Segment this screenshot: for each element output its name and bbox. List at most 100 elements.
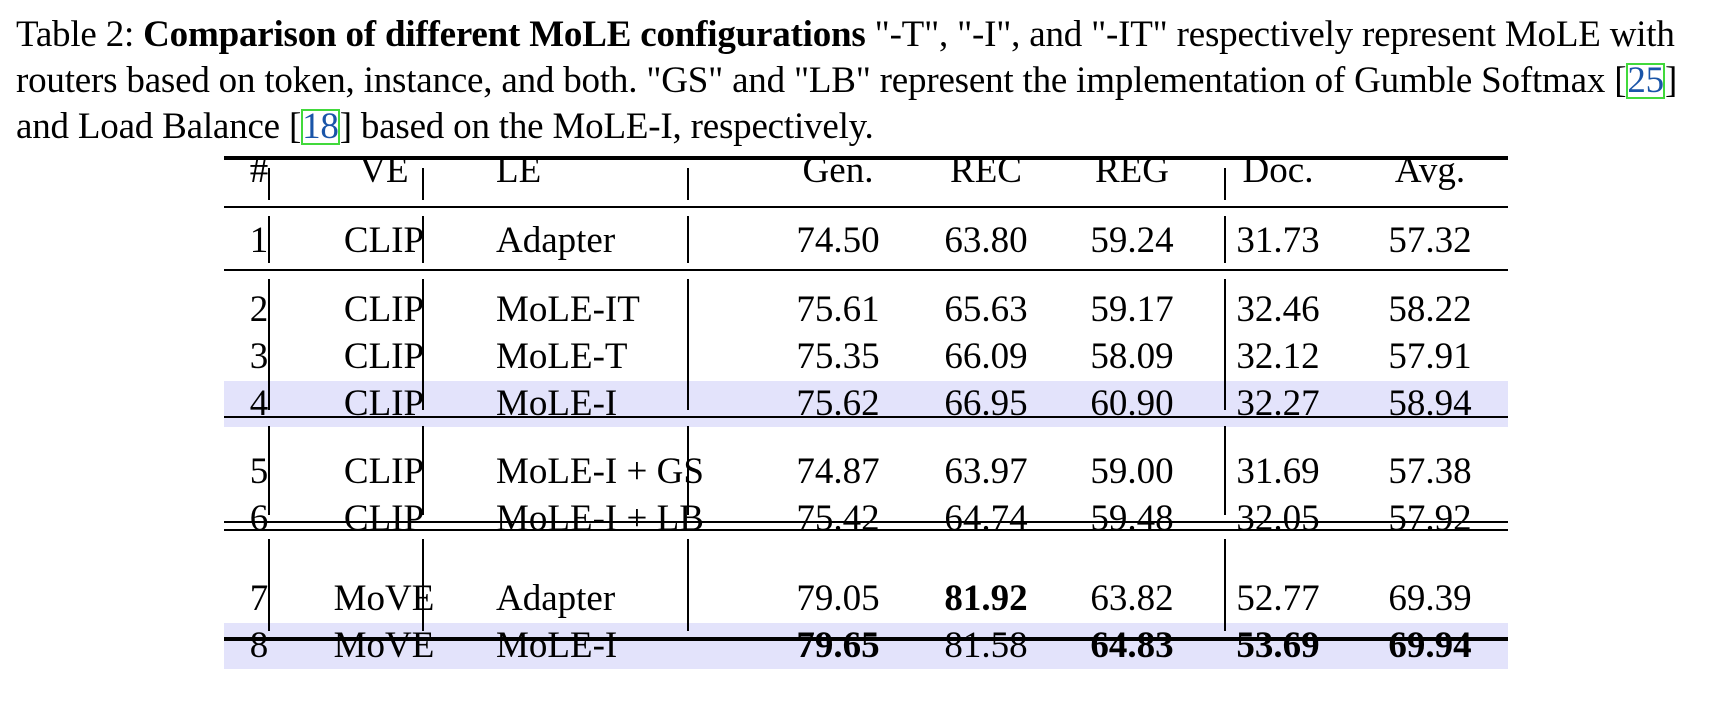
column-divider <box>687 426 689 515</box>
table-cell-reg: 63.82 <box>1090 578 1174 619</box>
table-rule <box>224 637 1508 641</box>
table-cell-doc: 52.77 <box>1236 578 1320 619</box>
column-divider <box>687 168 689 200</box>
table-cell-avg: 58.22 <box>1388 289 1472 330</box>
table-cell-rec: 66.09 <box>944 336 1028 377</box>
table-cell-doc: 32.05 <box>1236 498 1320 539</box>
column-header: VE <box>359 150 409 191</box>
table-cell-ve: CLIP <box>343 289 425 330</box>
table-cell-gen: 74.87 <box>796 451 880 492</box>
table-cell-ve: CLIP <box>343 498 425 539</box>
column-divider <box>1224 216 1226 263</box>
citation-link[interactable]: 18 <box>301 106 340 147</box>
table-cell-ve: CLIP <box>343 220 425 261</box>
column-divider <box>422 168 424 200</box>
table-cell-rec: 81.92 <box>944 578 1028 619</box>
caption-title: Comparison of different MoLE configurati… <box>143 14 866 55</box>
citation-link[interactable]: 25 <box>1626 60 1665 101</box>
table-cell-doc: 32.27 <box>1236 383 1320 424</box>
column-header: REG <box>1095 150 1169 191</box>
table-cell-reg: 58.09 <box>1090 336 1174 377</box>
table-cell-id: 6 <box>249 498 269 539</box>
caption-label: Table 2: <box>16 14 144 55</box>
table-cell-gen: 75.42 <box>796 498 880 539</box>
table-cell-doc: 53.69 <box>1236 625 1320 666</box>
column-header: REC <box>950 150 1022 191</box>
table-cell-avg: 69.94 <box>1388 625 1472 666</box>
table-cell-gen: 79.05 <box>796 578 880 619</box>
table-cell-gen: 79.65 <box>796 625 880 666</box>
table-cell-gen: 75.61 <box>796 289 880 330</box>
table-cell-gen: 74.50 <box>796 220 880 261</box>
table-cell-ve: MoVE <box>333 578 435 619</box>
table-rule <box>224 521 1508 523</box>
column-divider <box>1224 539 1226 631</box>
table-cell-le: MoLE-I <box>496 625 618 666</box>
table-cell-reg: 64.83 <box>1090 625 1174 666</box>
caption-text: ] based on the MoLE-I, respectively. <box>339 106 874 147</box>
table-cell-le: MoLE-I + GS <box>496 451 704 492</box>
table-cell-ve: MoVE <box>333 625 435 666</box>
table-cell-rec: 63.97 <box>944 451 1028 492</box>
table-cell-le: MoLE-I + LB <box>496 498 704 539</box>
table-cell-ve: CLIP <box>343 451 425 492</box>
table-cell-id: 5 <box>249 451 269 492</box>
column-divider <box>268 216 270 263</box>
table-cell-avg: 58.94 <box>1388 383 1472 424</box>
table-cell-reg: 59.24 <box>1090 220 1174 261</box>
column-header: # <box>249 150 269 191</box>
table-cell-avg: 57.32 <box>1388 220 1472 261</box>
table-cell-avg: 57.91 <box>1388 336 1472 377</box>
table-cell-gen: 75.35 <box>796 336 880 377</box>
table-cell-le: MoLE-T <box>496 336 628 377</box>
table-cell-id: 7 <box>249 578 269 619</box>
table-cell-doc: 32.12 <box>1236 336 1320 377</box>
table-cell-avg: 57.92 <box>1388 498 1472 539</box>
table-rule <box>224 156 1508 160</box>
caption-text: "-T", "-I", and "-IT" respectively repre… <box>16 14 1675 101</box>
column-divider <box>687 539 689 631</box>
table-rule <box>224 269 1508 271</box>
column-divider <box>422 426 424 515</box>
table-cell-reg: 60.90 <box>1090 383 1174 424</box>
column-header: Doc. <box>1242 150 1314 191</box>
column-divider <box>422 279 424 410</box>
table-cell-ve: CLIP <box>343 336 425 377</box>
table-cell-rec: 65.63 <box>944 289 1028 330</box>
column-divider <box>687 216 689 263</box>
column-divider <box>268 279 270 410</box>
table-cell-id: 3 <box>249 336 269 377</box>
table-cell-ve: CLIP <box>343 383 425 424</box>
table-cell-avg: 57.38 <box>1388 451 1472 492</box>
table-cell-doc: 31.73 <box>1236 220 1320 261</box>
table-cell-doc: 31.69 <box>1236 451 1320 492</box>
column-header: Gen. <box>802 150 874 191</box>
table-caption: Table 2: Comparison of different MoLE co… <box>16 12 1726 150</box>
results-table: # VE LE Gen. REC REG Doc. Avg. 1 CLIP Adapter 74.50… <box>224 150 1508 711</box>
row-highlight <box>224 623 1508 669</box>
table-cell-rec: 81.58 <box>944 625 1028 666</box>
column-divider <box>1224 279 1226 410</box>
table-cell-rec: 63.80 <box>944 220 1028 261</box>
table-cell-id: 2 <box>249 289 269 330</box>
caption-text: ] and Load Balance [ <box>16 60 1678 147</box>
column-divider <box>268 426 270 515</box>
table-cell-id: 8 <box>249 625 269 666</box>
table-cell-le: Adapter <box>496 578 616 619</box>
table-cell-id: 4 <box>249 383 269 424</box>
table-rule <box>224 206 1508 208</box>
column-divider <box>1224 168 1226 200</box>
column-divider <box>268 168 270 200</box>
column-header: Avg. <box>1394 150 1466 191</box>
table-cell-le: MoLE-I <box>496 383 618 424</box>
table-rule <box>224 416 1508 418</box>
table-cell-gen: 75.62 <box>796 383 880 424</box>
table-cell-rec: 64.74 <box>944 498 1028 539</box>
column-divider <box>1224 426 1226 515</box>
table-cell-reg: 59.17 <box>1090 289 1174 330</box>
column-divider <box>268 539 270 631</box>
table-cell-le: MoLE-IT <box>496 289 640 330</box>
table-cell-doc: 32.46 <box>1236 289 1320 330</box>
column-header: LE <box>496 150 542 191</box>
table-cell-reg: 59.48 <box>1090 498 1174 539</box>
